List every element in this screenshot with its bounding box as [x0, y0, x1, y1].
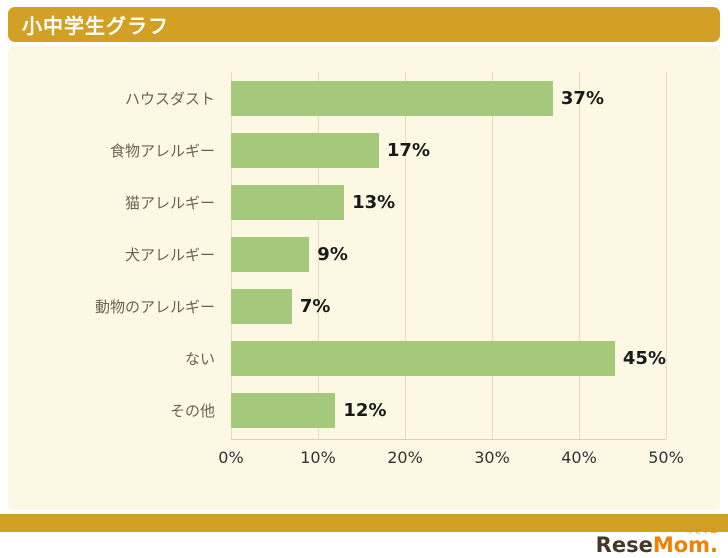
- bar-track: 9%: [231, 228, 666, 280]
- bar-track: 13%: [231, 176, 666, 228]
- bar: [231, 236, 310, 272]
- value-label: 13%: [352, 191, 396, 213]
- category-label: 食物アレルギー: [109, 141, 215, 160]
- gridline: [405, 72, 406, 439]
- bar: [231, 288, 292, 324]
- category-label: ない: [184, 349, 215, 368]
- chart-row: その他 12%: [16, 384, 666, 436]
- x-axis-tick-label: 0%: [218, 448, 244, 467]
- bar-track: 37%: [231, 72, 666, 124]
- chart-row: 食物アレルギー 17%: [16, 124, 666, 176]
- value-label: 12%: [343, 399, 387, 421]
- bar-track: 45%: [231, 332, 666, 384]
- x-axis-ticks: 0% 10% 20% 30% 40% 50%: [218, 448, 683, 472]
- category-label: 猫アレルギー: [124, 193, 215, 212]
- x-axis-tick-label: 40%: [561, 448, 597, 467]
- value-label: 45%: [622, 347, 666, 369]
- chart-row: 動物のアレルギー 7%: [16, 280, 666, 332]
- chart-rows: ハウスダスト 37% 食物アレルギー 17% 猫アレルギー 13% 犬アレルギー 9% 動物のア…: [16, 72, 666, 436]
- chart-panel: ハウスダスト 37% 食物アレルギー 17% 猫アレルギー 13% 犬アレルギー 9% 動物のア…: [8, 46, 720, 510]
- gridline: [318, 72, 319, 439]
- value-label: 37%: [560, 87, 604, 109]
- bar-chart: ハウスダスト 37% 食物アレルギー 17% 猫アレルギー 13% 犬アレルギー 9% 動物のア…: [16, 72, 706, 498]
- chart-row: ハウスダスト 37%: [16, 72, 666, 124]
- value-label: 7%: [299, 295, 331, 317]
- bar: [231, 340, 615, 376]
- category-label: 動物のアレルギー: [94, 297, 215, 316]
- logo-subtext: リセマム: [686, 527, 718, 535]
- gridline: [579, 72, 580, 439]
- footer-accent-bar: [0, 514, 728, 532]
- bar: [231, 80, 553, 116]
- chart-row: 犬アレルギー 9%: [16, 228, 666, 280]
- page-title: 小中学生グラフ: [22, 14, 169, 38]
- logo-text-secondary: Mom.: [652, 533, 718, 557]
- gridline: [492, 72, 493, 439]
- value-label: 17%: [386, 139, 430, 161]
- category-label: ハウスダスト: [124, 89, 215, 108]
- category-label: 犬アレルギー: [124, 245, 215, 264]
- x-axis-tick-label: 50%: [648, 448, 684, 467]
- bar: [231, 184, 345, 220]
- bar-track: 7%: [231, 280, 666, 332]
- bar-track: 12%: [231, 384, 666, 436]
- resemom-logo: リセマム ReseMom.: [595, 528, 718, 557]
- bar: [231, 132, 379, 168]
- x-axis-tick-label: 20%: [387, 448, 423, 467]
- bar: [231, 392, 336, 428]
- bar-track: 17%: [231, 124, 666, 176]
- x-axis-tick-label: 30%: [474, 448, 510, 467]
- chart-row: 猫アレルギー 13%: [16, 176, 666, 228]
- logo-text-primary: Rese: [595, 533, 653, 557]
- chart-title-bar: 小中学生グラフ: [8, 7, 720, 42]
- x-axis-tick-label: 10%: [300, 448, 336, 467]
- value-label: 9%: [317, 243, 348, 265]
- chart-row: ない 45%: [16, 332, 666, 384]
- category-label: その他: [169, 401, 215, 420]
- gridline: [666, 72, 667, 439]
